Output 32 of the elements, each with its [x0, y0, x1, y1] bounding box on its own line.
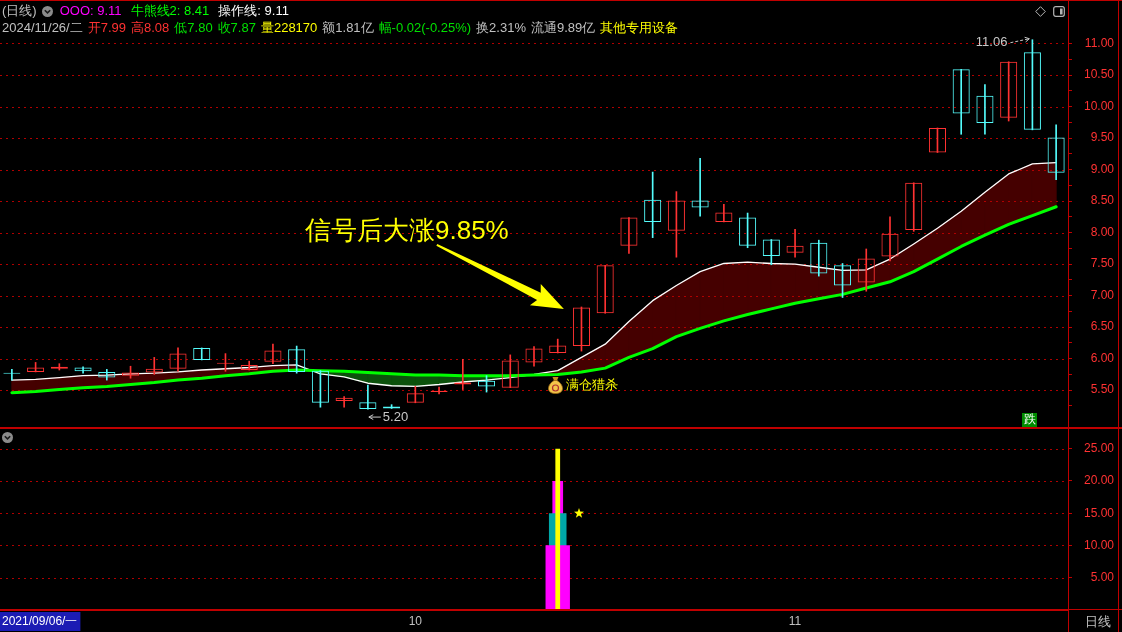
annotation: 跌 [1023, 412, 1036, 427]
y-tick-label: 9.50 [1090, 130, 1115, 145]
y-tick-label: 11.00 [1084, 35, 1115, 50]
y-tick-label: 10.00 [1083, 98, 1115, 113]
y-tick-label: 5.00 [1090, 570, 1115, 585]
annotation: 11.06 [975, 34, 1008, 50]
text: 牛熊线2: 8.41 [130, 2, 210, 18]
text: 2021/09/06/一 [2, 614, 78, 629]
y-tick-label: 8.50 [1090, 193, 1115, 208]
y-tick-label: 7.00 [1090, 287, 1115, 302]
y-tick-label: 8.00 [1090, 224, 1115, 239]
y-tick-label: 25.00 [1083, 440, 1115, 455]
x-tick-label: 10 [408, 613, 423, 628]
y-tick-label: 10.00 [1083, 537, 1115, 552]
chart-title: (日线) [2, 2, 37, 18]
y-tick-label: 15.00 [1083, 505, 1115, 520]
text: 日线 [1085, 613, 1111, 629]
text: 2024/11/26/二 开7.99 高8.08 低7.80 收7.87 量228170 额1.81亿 幅-0.02(-0.25%) 换2.31% 流通9.89亿 其他专用设备 [2, 19, 679, 35]
y-tick-label: 9.00 [1090, 161, 1115, 176]
annotation: 信号后大涨9.85% [305, 215, 509, 246]
candlestick [596, 265, 614, 314]
annotation: OOO: 9.11 [59, 2, 122, 18]
y-tick-label: 5.50 [1090, 382, 1115, 397]
y-tick-label: 7.50 [1090, 256, 1115, 271]
y-tick-label: 6.50 [1090, 319, 1115, 334]
x-tick-label: 11 [788, 613, 802, 628]
y-tick-label: 20.00 [1083, 473, 1115, 488]
annotation: 5.20 [382, 408, 409, 424]
y-tick-label: 6.00 [1090, 350, 1115, 365]
annotation: 满仓猎杀 [566, 376, 619, 392]
text: 操作线: 9.11 [218, 2, 289, 18]
y-tick-label: 10.50 [1083, 67, 1115, 82]
